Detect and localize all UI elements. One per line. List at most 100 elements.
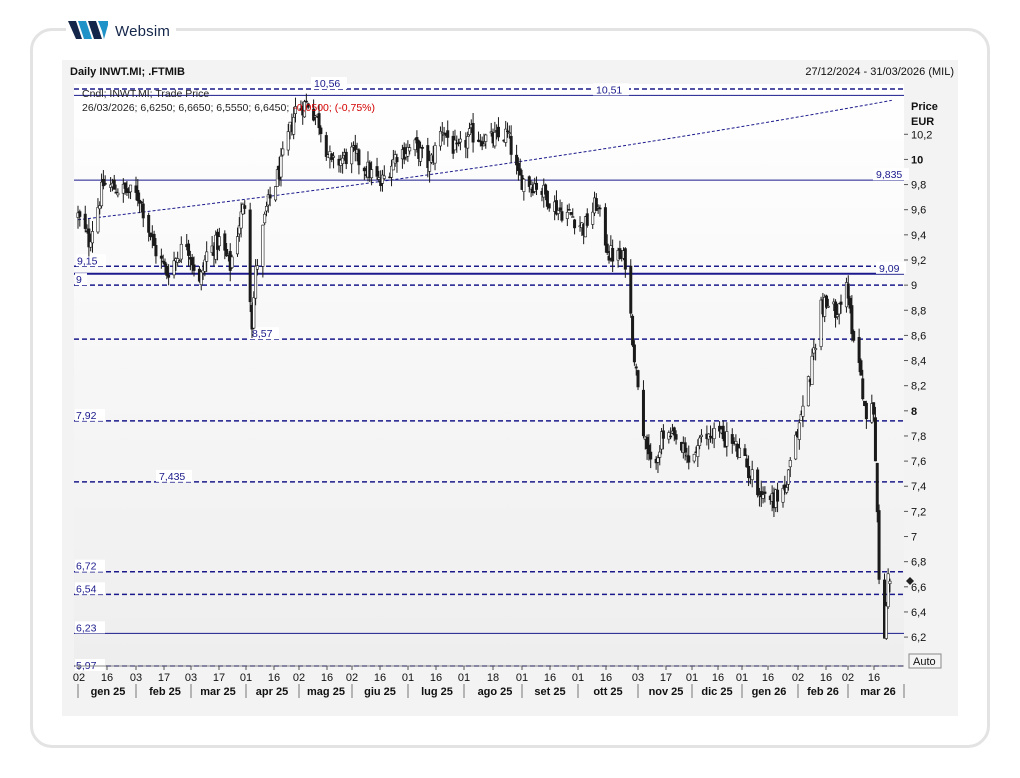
candle-body [846,283,850,299]
candle-body [458,138,462,143]
level-label-bg [873,168,909,181]
candle-body [453,139,457,151]
candle-body [252,297,256,329]
candle-body [152,233,156,246]
x-month-label: mar 26 [860,686,895,698]
candle-body [177,260,181,262]
x-day-label: 03 [185,672,197,684]
candle-body [482,143,486,147]
candle-body [274,186,278,201]
candle-body [786,469,790,485]
candle-body [100,181,104,207]
candle-body [750,469,754,480]
candle-body [90,231,94,244]
candle-body [649,451,653,460]
candle-body [888,580,892,584]
y-tick-label: 8,2 [911,381,926,393]
candle-body [83,213,87,229]
candle-body [98,205,102,210]
x-day-label: 03 [130,672,142,684]
x-month-label: nov 25 [649,686,684,698]
candle-body [721,425,725,439]
candle-body [116,192,120,196]
auto-scale-button[interactable]: Auto [908,653,942,669]
candle-body [199,271,203,286]
candle-body [165,266,169,276]
candle-body [645,437,649,449]
level-label-bg [76,254,106,267]
candle-body [594,198,598,211]
candle-body [136,190,140,202]
candle-body [319,127,323,134]
x-day-label: 02 [346,672,358,684]
candle-body [230,256,234,268]
x-day-label: 01 [240,672,252,684]
candle-body [629,265,633,314]
candle-body [850,305,854,335]
candle-body [857,337,861,363]
candle-body [743,448,747,456]
x-day-label: 16 [544,672,556,684]
candle-body [647,444,651,455]
candle-body [819,299,823,347]
candle-body [794,434,798,460]
x-day-label: 17 [213,672,225,684]
yaxis-title-currency: EUR [911,116,934,128]
candle-body [203,259,207,272]
x-day-label: 02 [792,672,804,684]
candle-body [518,168,522,176]
brand-logo[interactable]: Websim [66,18,177,44]
x-month-label: feb 25 [149,686,181,698]
last-price-marker-icon [906,577,914,585]
candle-body [683,442,687,453]
candle-body [776,489,780,502]
candle-body [357,149,361,166]
candle-body [709,435,713,438]
level-label-bg [75,621,105,634]
candle-body [114,191,118,194]
candle-body [480,141,484,147]
candle-body [134,185,138,193]
candle-body [264,205,268,212]
moving-average-line [77,99,892,221]
candle-body [641,389,645,437]
legend-ohlc: 26/03/2026; 6,6250; 6,6650; 6,5550; 6,64… [82,102,289,114]
x-month-label: ott 25 [593,686,622,698]
candle-body [864,402,868,420]
y-tick-label: 8,6 [911,330,926,342]
candle-body [861,378,865,400]
candle-body [493,132,497,147]
websim-logo-icon [68,21,108,39]
candle-body [382,175,386,179]
x-day-label: 16 [600,672,612,684]
candle-body [78,211,82,217]
candle-body [696,445,700,457]
chart-title: Daily INWT.MI; .FTMIB [70,66,185,78]
candle-body [522,178,526,192]
x-day-label: 03 [632,672,644,684]
candle-body [877,510,881,580]
candle-body [457,142,461,145]
candle-body [391,159,395,171]
candle-body [560,211,564,221]
candle-body [350,146,354,165]
candle-body [632,344,636,363]
candle-body [440,132,444,134]
level-label-bg [311,77,347,90]
x-day-label: 16 [268,672,280,684]
candle-body [159,255,163,259]
candle-body [235,236,239,255]
candle-body [788,460,792,468]
level-label: 6,72 [76,561,97,573]
candle-body [730,434,734,444]
candle-body [223,233,227,251]
candle-body [814,348,818,351]
candle-body [547,203,551,209]
candle-body [141,203,145,219]
candle-body [239,211,243,229]
candle-body [812,347,816,354]
y-tick-label: 7,2 [911,506,926,518]
candle-body [261,224,265,267]
x-day-label: 16 [321,672,333,684]
